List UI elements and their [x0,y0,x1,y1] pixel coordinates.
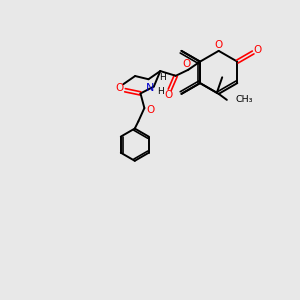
Text: O: O [147,104,155,115]
Text: O: O [183,59,191,69]
Text: N: N [146,83,154,93]
Text: H: H [159,73,166,82]
Text: CH₃: CH₃ [235,95,253,104]
Text: O: O [214,40,223,50]
Text: H: H [157,87,164,96]
Text: O: O [254,45,262,55]
Text: O: O [164,90,172,100]
Text: O: O [116,83,124,93]
